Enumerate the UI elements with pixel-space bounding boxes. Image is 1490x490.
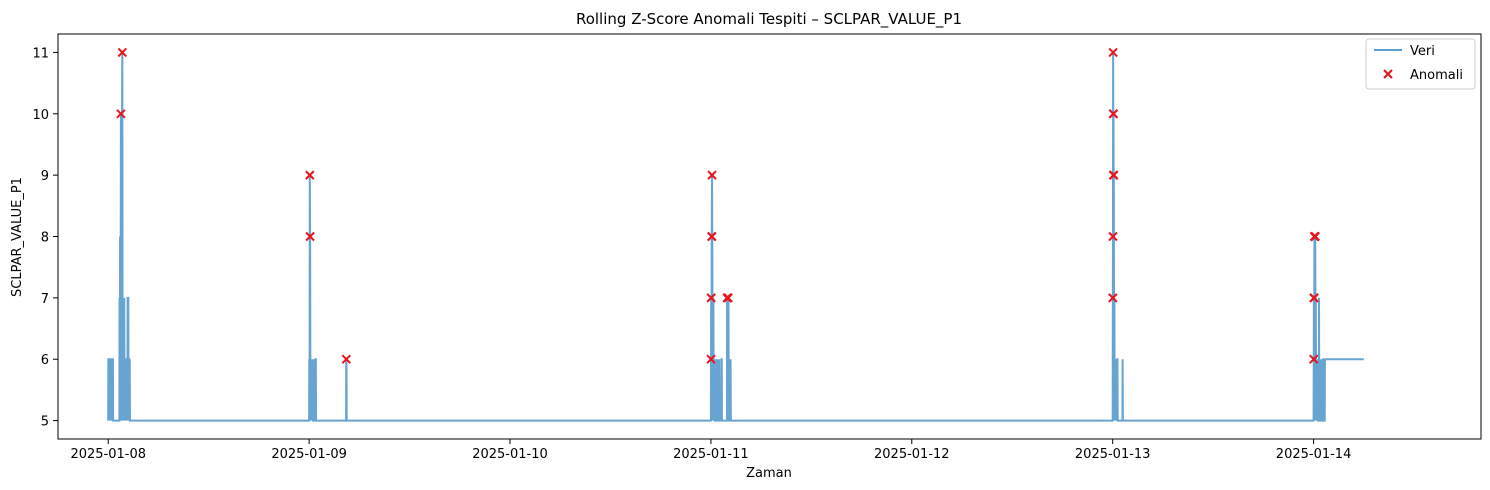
y-tick-label: 11: [32, 46, 49, 61]
x-tick-label: 2025-01-08: [70, 447, 146, 462]
anomaly-point: [1310, 231, 1320, 242]
anomaly-point: [723, 293, 733, 303]
x-tick-label: 2025-01-12: [874, 447, 950, 462]
y-axis-title: SCLPAR_VALUE_P1: [10, 177, 25, 297]
x-tick-label: 2025-01-11: [673, 447, 749, 462]
anomaly-point: [1108, 47, 1118, 58]
x-tick-label: 2025-01-13: [1075, 447, 1151, 462]
anomaly-point: [305, 231, 315, 242]
anomaly-point: [117, 47, 128, 58]
anomaly-point: [1108, 231, 1118, 242]
anomaly-point: [706, 293, 716, 303]
legend: Veri Anomali: [1365, 38, 1476, 90]
y-axis: 5 6 7 8 9 10 11: [32, 46, 58, 430]
anomaly-point: [341, 354, 352, 364]
y-tick-label: 10: [32, 108, 49, 123]
legend-label-data: Veri: [1410, 44, 1435, 59]
anomaly-point: [706, 354, 716, 364]
anomaly-point: [116, 109, 126, 119]
y-tick-label: 5: [41, 415, 49, 430]
anomaly-point: [1309, 293, 1319, 303]
anomaly-point: [707, 170, 717, 180]
anomaly-point: [1109, 170, 1119, 180]
y-tick-label: 7: [41, 292, 49, 307]
anomaly-point: [707, 231, 717, 242]
x-axis: 2025-01-08 2025-01-09 2025-01-10 2025-01-11…: [70, 439, 1351, 462]
plot-area: [107, 47, 1364, 422]
legend-marker-anomaly: [1383, 69, 1393, 79]
anomaly-point: [1108, 109, 1119, 119]
y-tick-label: 6: [41, 353, 49, 368]
anomaly-point: [1108, 293, 1118, 303]
x-tick-label: 2025-01-09: [271, 447, 347, 462]
anomaly-point: [305, 170, 315, 180]
x-tick-label: 2025-01-10: [472, 447, 548, 462]
chart-title: Rolling Z-Score Anomali Tespiti – SCLPAR…: [576, 10, 962, 29]
anomaly-point: [1309, 354, 1319, 364]
x-tick-label: 2025-01-14: [1276, 447, 1352, 462]
x-axis-title: Zaman: [746, 466, 792, 481]
y-tick-label: 9: [41, 169, 49, 184]
legend-box: [1365, 38, 1476, 90]
y-tick-label: 8: [41, 231, 49, 246]
data-series-line: [107, 52, 1364, 422]
legend-label-anomaly: Anomali: [1410, 68, 1463, 83]
